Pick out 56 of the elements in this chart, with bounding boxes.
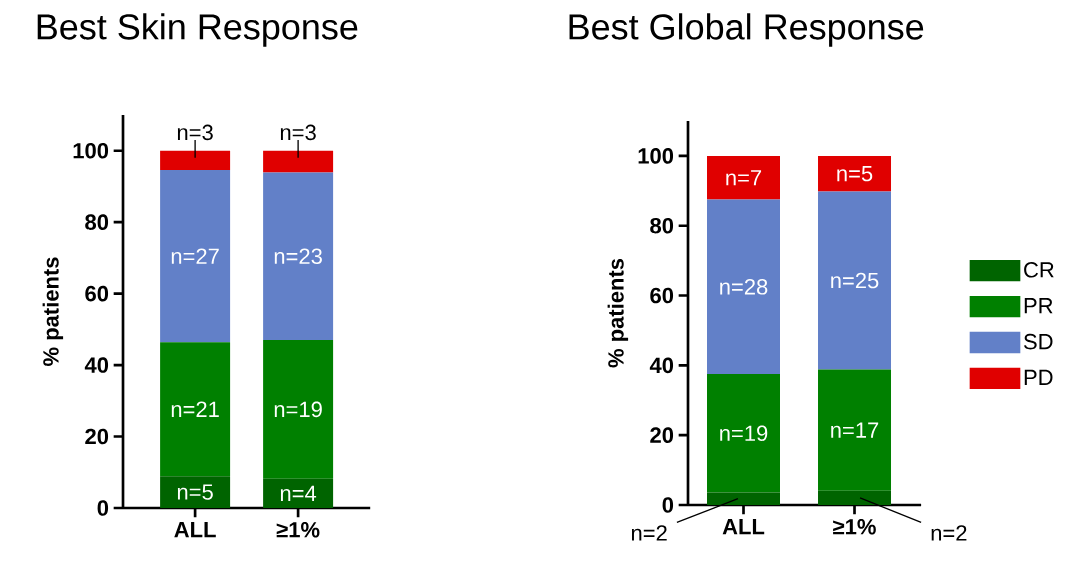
bar [707, 492, 780, 505]
x-tick-label: ≥1% [276, 522, 320, 538]
bar [263, 478, 334, 508]
bar [818, 191, 892, 370]
legend-label: SD [1024, 333, 1053, 350]
y-tick-label: 20 [650, 427, 674, 443]
y-tick-label: 80 [85, 214, 109, 230]
y-tick-label: 40 [649, 357, 674, 374]
x-tick-label: ≥1% [833, 519, 876, 535]
chart-title: Best Skin Response [37, 13, 358, 47]
y-tick-label: 100 [638, 148, 674, 164]
annotation: n=5 [177, 484, 213, 500]
y-axis-title: % patients [42, 257, 64, 366]
bar [263, 340, 334, 479]
annotation: n=28 [720, 279, 768, 295]
annotation: n=21 [171, 401, 219, 417]
annotation: n=5 [837, 166, 873, 182]
text: n=2 [631, 525, 667, 541]
y-tick-label: 20 [85, 428, 109, 445]
bar [818, 490, 892, 505]
annotation: n=19 [720, 425, 768, 442]
legend-label: PD [1024, 369, 1053, 385]
y-tick-label: 80 [650, 217, 674, 234]
bar [707, 199, 780, 375]
annotation: n=19 [274, 401, 322, 418]
chart-title: Best Global Response [569, 13, 924, 47]
bar [707, 374, 780, 493]
bar [707, 155, 780, 200]
x-tick-label: ALL [174, 522, 216, 538]
annotation: n=3 [280, 124, 316, 141]
annotation: n=17 [831, 422, 879, 438]
legend-label: PR [1024, 298, 1053, 314]
bar [818, 155, 892, 192]
bar [160, 476, 231, 508]
y-tick-label: 100 [73, 142, 109, 159]
y-tick-label: 60 [85, 285, 109, 302]
annotation: n=25 [831, 272, 879, 289]
annotation: n=3 [177, 124, 213, 141]
bar [160, 170, 231, 343]
annotation: n=7 [726, 170, 762, 186]
y-tick-label: 0 [97, 500, 109, 516]
annotation: n=4 [280, 485, 317, 501]
y-tick-label: 40 [84, 357, 109, 373]
y-tick-label: 60 [650, 287, 674, 304]
bar [818, 369, 892, 491]
legend-label: CR [1024, 262, 1054, 278]
x-tick-label: ALL [722, 519, 765, 535]
y-axis-title: % patients [607, 258, 629, 368]
bar [263, 172, 334, 341]
bar [160, 150, 231, 171]
bar [263, 150, 334, 173]
text: n=2 [931, 525, 967, 541]
y-tick-label: 0 [662, 497, 674, 513]
bar [160, 342, 231, 477]
annotation: n=27 [171, 248, 219, 264]
annotation: n=23 [274, 248, 322, 265]
